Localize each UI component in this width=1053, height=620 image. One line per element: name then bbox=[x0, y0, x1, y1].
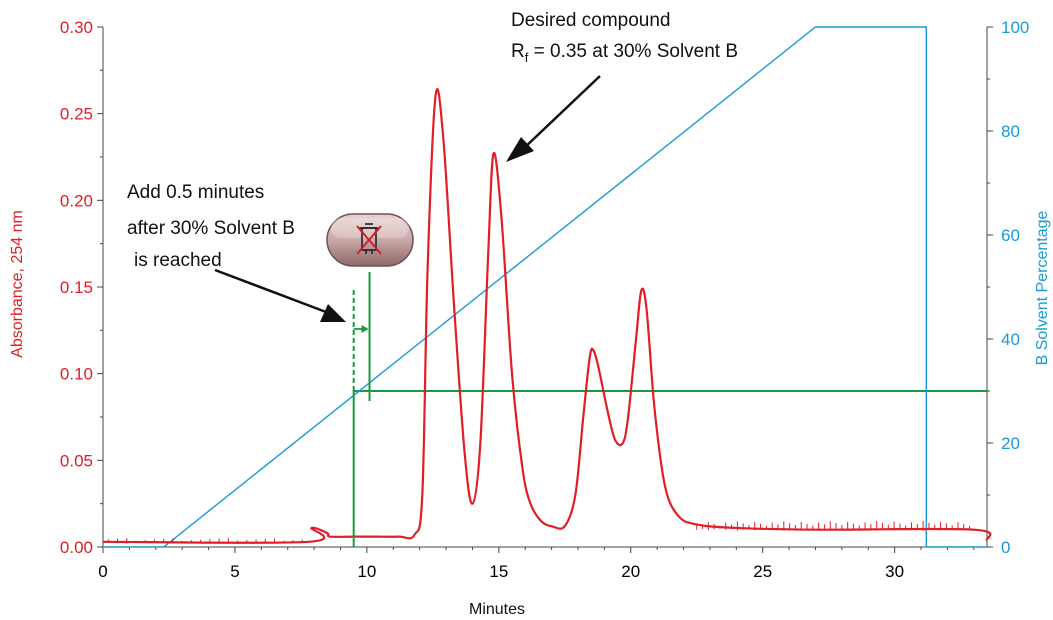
y-left-tick-label: 0.25 bbox=[60, 105, 93, 124]
annotation-add-time: Add 0.5 minutes after 30% Solvent B is r… bbox=[127, 182, 346, 322]
y-left-tick-label: 0.05 bbox=[60, 451, 93, 470]
annotation-arrowhead-add bbox=[320, 304, 346, 322]
y-left-tick-label: 0.00 bbox=[60, 538, 93, 557]
x-tick-label: 5 bbox=[230, 562, 239, 581]
x-tick-label: 15 bbox=[489, 562, 508, 581]
y-axis-right-title: B Solvent Percentage bbox=[1034, 211, 1051, 366]
x-tick-label: 30 bbox=[885, 562, 904, 581]
annotation-arrow-desired bbox=[521, 75, 601, 151]
delay-arrowhead bbox=[361, 325, 369, 333]
axes-layer: 0.000.050.100.150.200.250.30020406080100… bbox=[60, 18, 1029, 581]
annotation-desired-line1: Desired compound bbox=[511, 10, 670, 31]
x-tick-label: 20 bbox=[621, 562, 640, 581]
annotation-add-line1: Add 0.5 minutes bbox=[127, 182, 264, 203]
y-left-tick-label: 0.15 bbox=[60, 278, 93, 297]
y-left-tick-label: 0.30 bbox=[60, 18, 93, 37]
b-solvent-gradient-line bbox=[103, 26, 987, 548]
y-right-tick-label: 100 bbox=[1001, 18, 1029, 37]
y-right-tick-label: 80 bbox=[1001, 122, 1020, 141]
y-axis-left-title: Absorbance, 254 nm bbox=[9, 210, 26, 358]
annotation-desired-compound: Desired compound Rf = 0.35 at 30% Solven… bbox=[506, 10, 738, 162]
collection-marker bbox=[352, 272, 371, 547]
annotation-rf-line: Rf = 0.35 at 30% Solvent B bbox=[511, 41, 738, 65]
annotation-arrowhead-desired bbox=[506, 137, 534, 162]
series-layer bbox=[102, 26, 992, 548]
annotation-add-line3: is reached bbox=[134, 250, 222, 271]
y-left-tick-label: 0.20 bbox=[60, 191, 93, 210]
y-right-tick-label: 20 bbox=[1001, 434, 1020, 453]
x-tick-label: 0 bbox=[98, 562, 107, 581]
annotation-arrow-add bbox=[214, 268, 327, 314]
x-axis-title: Minutes bbox=[469, 601, 525, 618]
fraction-collector-button[interactable] bbox=[326, 213, 414, 267]
x-tick-label: 10 bbox=[357, 562, 376, 581]
x-tick-label: 25 bbox=[753, 562, 772, 581]
annotation-add-line2: after 30% Solvent B bbox=[127, 218, 295, 239]
no-collect-icon bbox=[356, 223, 382, 255]
y-right-tick-label: 40 bbox=[1001, 330, 1020, 349]
y-left-tick-label: 0.10 bbox=[60, 365, 93, 384]
y-right-tick-label: 60 bbox=[1001, 226, 1020, 245]
y-right-tick-label: 0 bbox=[1001, 538, 1010, 557]
absorbance-line bbox=[102, 88, 992, 544]
